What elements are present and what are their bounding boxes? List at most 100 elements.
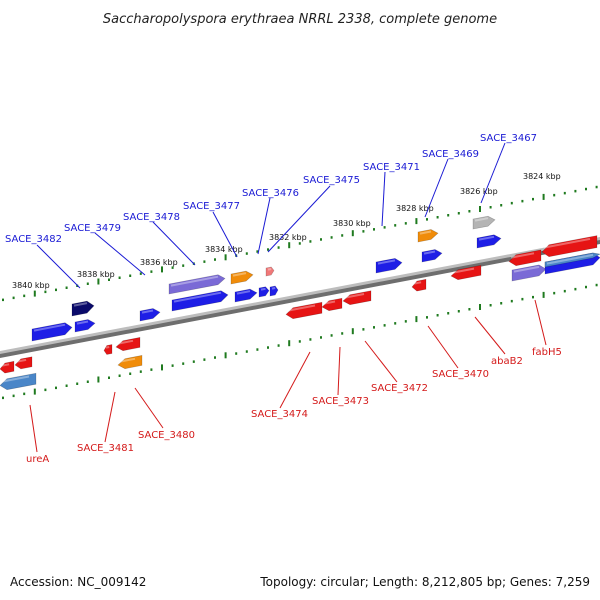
gene-arrow [265, 266, 275, 277]
tick-mark [479, 304, 481, 310]
tick-mark [436, 216, 439, 219]
tick-mark [542, 193, 545, 200]
tick-mark [309, 338, 312, 341]
gene-arrow [14, 356, 33, 370]
tick-mark [510, 201, 513, 205]
tick-mark [288, 340, 291, 347]
gene-arrow [285, 301, 323, 320]
tick-mark [362, 328, 365, 331]
tick-mark [288, 242, 291, 249]
gene-arrow [31, 322, 73, 342]
tick-mark [521, 199, 524, 203]
tick-mark [108, 376, 110, 379]
tick-mark [447, 214, 450, 217]
tick-mark [108, 278, 110, 281]
gene-arrow [0, 372, 37, 391]
tick-mark [203, 260, 206, 263]
tick-mark [415, 218, 418, 225]
gene-arrow [450, 264, 482, 281]
gene-arrow [171, 290, 229, 312]
gene-arrow-highlight [287, 304, 316, 312]
tick-mark [256, 348, 259, 351]
tick-mark [2, 298, 4, 302]
gene-arrow-highlight [1, 375, 30, 383]
gene-arrow [342, 290, 372, 306]
gene-arrow-highlight [105, 346, 110, 349]
tick-mark [277, 246, 280, 249]
gene-arrow [117, 355, 143, 370]
tick-mark [500, 302, 503, 305]
gene-arrow-highlight [119, 357, 136, 363]
gene-arrow-highlight [452, 267, 475, 274]
tick-mark [341, 234, 344, 237]
gene-label: SACE_3473 [312, 396, 369, 407]
scale-label: 3840 kbp [12, 281, 50, 290]
tick-mark [171, 364, 174, 367]
tick-mark [118, 276, 121, 279]
gene-arrow-highlight [423, 250, 436, 255]
gene-arrow-highlight [513, 265, 540, 273]
gene-arrow [258, 286, 270, 298]
tick-mark [298, 340, 301, 343]
tick-mark [192, 360, 195, 363]
gene-arrow [544, 252, 600, 268]
gene-arrow-highlight [419, 230, 432, 235]
tick-mark [44, 290, 47, 294]
gene-label: SACE_3481 [77, 443, 134, 454]
tick-mark [373, 228, 375, 231]
tick-mark [23, 392, 26, 396]
gene-arrow [74, 319, 96, 333]
tick-mark [468, 210, 471, 213]
tick-mark [553, 193, 556, 197]
accession-text: Accession: NC_009142 [10, 575, 146, 589]
gene-label: SACE_3469 [422, 149, 479, 160]
tick-mark [224, 254, 227, 261]
gene-label: SACE_3476 [242, 188, 299, 199]
tick-mark [394, 322, 397, 325]
gene-arrow [476, 234, 502, 249]
scale-label: 3830 kbp [333, 219, 371, 228]
gene-arrow [0, 360, 15, 374]
tick-mark [574, 189, 577, 193]
gene-arrow-highlight [510, 252, 535, 259]
gene-label: SACE_3478 [123, 212, 180, 223]
gene-arrow-highlight [73, 302, 88, 307]
tick-mark [139, 272, 142, 275]
tick-mark [585, 187, 587, 191]
gene-arrow-highlight [260, 287, 266, 291]
tick-mark [129, 372, 132, 375]
gene-arrow [511, 264, 547, 282]
gene-arrow-highlight [267, 268, 272, 271]
tick-mark [12, 394, 15, 398]
tick-mark [214, 356, 216, 359]
tick-mark [479, 206, 481, 212]
tick-mark [574, 287, 577, 291]
tick-mark [447, 312, 450, 315]
tick-mark [2, 396, 4, 400]
tick-mark [235, 352, 238, 355]
gene-features [0, 215, 600, 391]
tick-mark [320, 336, 322, 339]
tick-mark [86, 282, 89, 285]
gene-arrow-highlight [323, 300, 336, 305]
tick-mark [33, 290, 36, 297]
scale-label: 3826 kbp [460, 187, 498, 196]
gene-arrow-highlight [478, 235, 495, 241]
tick-mark [23, 294, 26, 298]
gene-arrow [234, 288, 258, 303]
tick-mark [150, 368, 153, 371]
gene-arrow [411, 278, 427, 292]
reverse-gene-labels: ureA SACE_3481 SACE_3480 SACE_3474 SACE_… [26, 299, 562, 465]
gene-arrow [541, 235, 598, 258]
tick-mark [585, 285, 587, 289]
tick-marks [2, 185, 598, 400]
gene-label: SACE_3482 [5, 234, 62, 245]
tick-mark [44, 388, 47, 392]
scale-labels: 3840 kbp 3838 kbp 3836 kbp 3834 kbp 3832… [12, 172, 561, 290]
tick-mark [330, 334, 333, 337]
tick-mark [97, 278, 100, 285]
gene-arrow [421, 249, 443, 263]
tick-mark [595, 283, 598, 287]
gene-arrow [508, 249, 542, 267]
